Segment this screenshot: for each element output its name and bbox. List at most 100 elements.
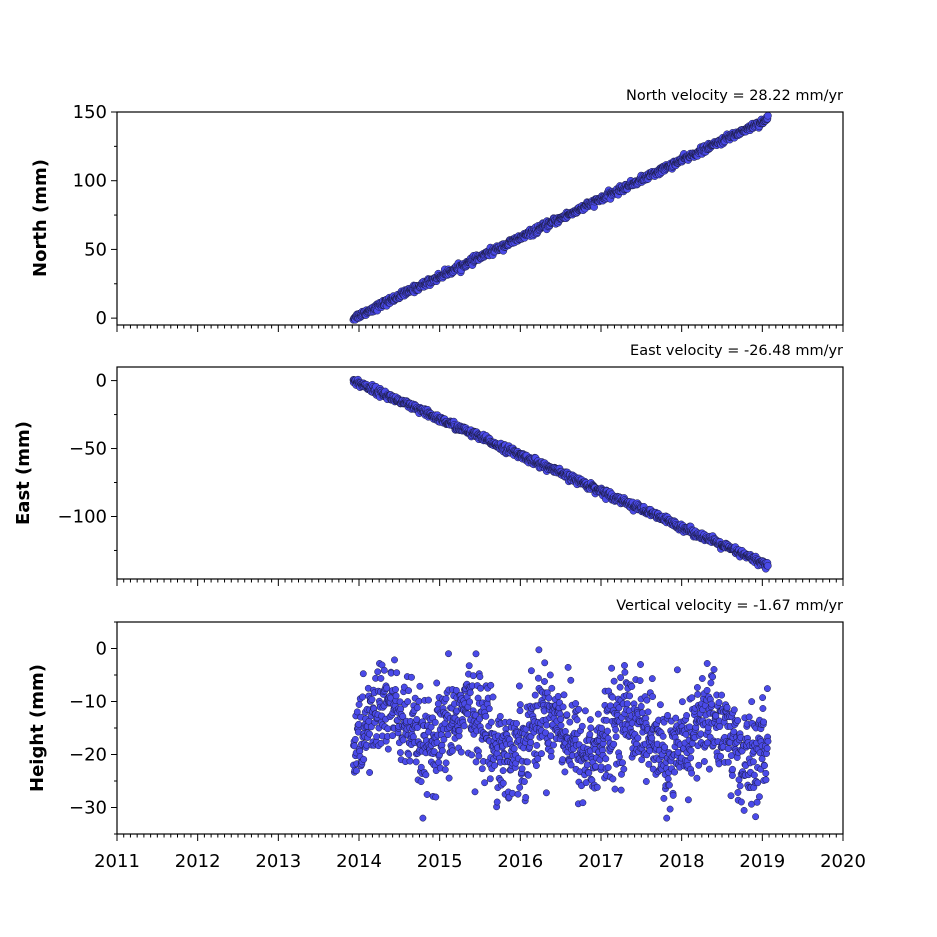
height-points bbox=[350, 646, 772, 822]
data-point bbox=[366, 730, 373, 738]
data-point bbox=[567, 676, 575, 684]
data-point bbox=[621, 662, 628, 669]
data-point bbox=[609, 693, 616, 701]
data-point bbox=[734, 717, 742, 724]
data-point bbox=[660, 794, 668, 802]
data-point bbox=[485, 705, 493, 713]
data-point bbox=[710, 666, 718, 673]
data-point bbox=[593, 783, 601, 791]
data-point bbox=[527, 738, 535, 746]
data-point bbox=[406, 757, 414, 765]
x-tick-label: 2012 bbox=[175, 851, 221, 872]
data-point bbox=[752, 813, 760, 821]
data-point bbox=[516, 701, 524, 709]
data-point bbox=[750, 771, 758, 779]
data-point bbox=[762, 776, 770, 784]
data-point bbox=[678, 698, 686, 706]
east-ticks: 0 −50 −100 bbox=[58, 371, 844, 586]
data-point bbox=[360, 755, 368, 763]
data-point bbox=[715, 760, 723, 768]
data-point bbox=[468, 751, 476, 759]
data-point bbox=[392, 692, 400, 700]
data-point bbox=[693, 684, 701, 691]
data-point bbox=[619, 759, 626, 767]
data-point bbox=[754, 779, 762, 787]
data-point bbox=[476, 673, 484, 681]
data-point bbox=[669, 791, 677, 799]
data-point bbox=[491, 761, 499, 769]
data-point bbox=[745, 713, 753, 721]
data-point bbox=[585, 769, 593, 777]
data-point bbox=[475, 752, 483, 760]
data-point bbox=[493, 798, 501, 806]
data-point bbox=[392, 686, 399, 693]
data-point bbox=[608, 664, 616, 672]
data-point bbox=[557, 722, 565, 729]
y-tick-label: 0 bbox=[96, 639, 107, 660]
data-point bbox=[380, 666, 388, 674]
data-point bbox=[581, 707, 589, 715]
data-point bbox=[762, 769, 770, 777]
data-point bbox=[604, 727, 611, 735]
data-point bbox=[764, 737, 772, 745]
data-point bbox=[496, 712, 504, 720]
data-point bbox=[604, 764, 612, 771]
data-point bbox=[431, 718, 439, 726]
data-point bbox=[559, 756, 567, 764]
data-point bbox=[594, 710, 602, 718]
data-point bbox=[482, 712, 490, 720]
data-point bbox=[472, 758, 480, 766]
data-point bbox=[615, 753, 623, 761]
data-point bbox=[487, 718, 495, 726]
data-point bbox=[648, 675, 656, 683]
data-point bbox=[688, 694, 696, 702]
data-point bbox=[472, 650, 480, 658]
y-tick-label: 150 bbox=[73, 102, 107, 123]
data-point bbox=[373, 733, 381, 741]
data-point bbox=[636, 677, 644, 685]
north-points bbox=[349, 111, 772, 324]
data-point bbox=[661, 743, 669, 751]
data-point bbox=[516, 783, 524, 791]
data-point bbox=[404, 698, 412, 706]
height-panel: Vertical velocity = -1.67 mm/yr Height (… bbox=[27, 598, 866, 872]
data-point bbox=[359, 670, 367, 678]
data-point bbox=[423, 791, 431, 798]
data-point bbox=[693, 774, 701, 782]
data-point bbox=[366, 769, 374, 776]
x-tick-label: 2013 bbox=[255, 851, 301, 872]
data-point bbox=[541, 659, 549, 667]
data-point bbox=[639, 709, 646, 717]
data-point bbox=[535, 646, 543, 654]
data-point bbox=[644, 708, 652, 716]
data-point bbox=[686, 723, 694, 731]
data-point bbox=[435, 758, 443, 766]
y-tick-label: 0 bbox=[96, 371, 107, 392]
data-point bbox=[471, 788, 479, 796]
data-point bbox=[575, 705, 583, 713]
data-point bbox=[683, 712, 691, 719]
y-tick-label: −30 bbox=[69, 798, 107, 819]
data-point bbox=[510, 745, 518, 753]
y-tick-label: −20 bbox=[69, 745, 107, 766]
data-point bbox=[656, 701, 664, 709]
data-point bbox=[763, 685, 771, 693]
data-point bbox=[695, 761, 703, 769]
y-tick-label: 0 bbox=[96, 308, 107, 329]
data-point bbox=[542, 789, 550, 797]
data-point bbox=[545, 694, 553, 702]
data-point bbox=[637, 661, 644, 668]
data-point bbox=[687, 754, 695, 762]
data-point bbox=[649, 693, 657, 701]
data-point bbox=[353, 708, 361, 716]
y-tick-label: 100 bbox=[73, 171, 107, 192]
data-point bbox=[572, 700, 580, 707]
data-point bbox=[393, 669, 401, 677]
data-point bbox=[761, 762, 768, 770]
north-y-axis-label: North (mm) bbox=[30, 159, 51, 277]
data-point bbox=[684, 796, 692, 804]
data-point bbox=[603, 716, 611, 724]
data-point bbox=[547, 753, 555, 761]
